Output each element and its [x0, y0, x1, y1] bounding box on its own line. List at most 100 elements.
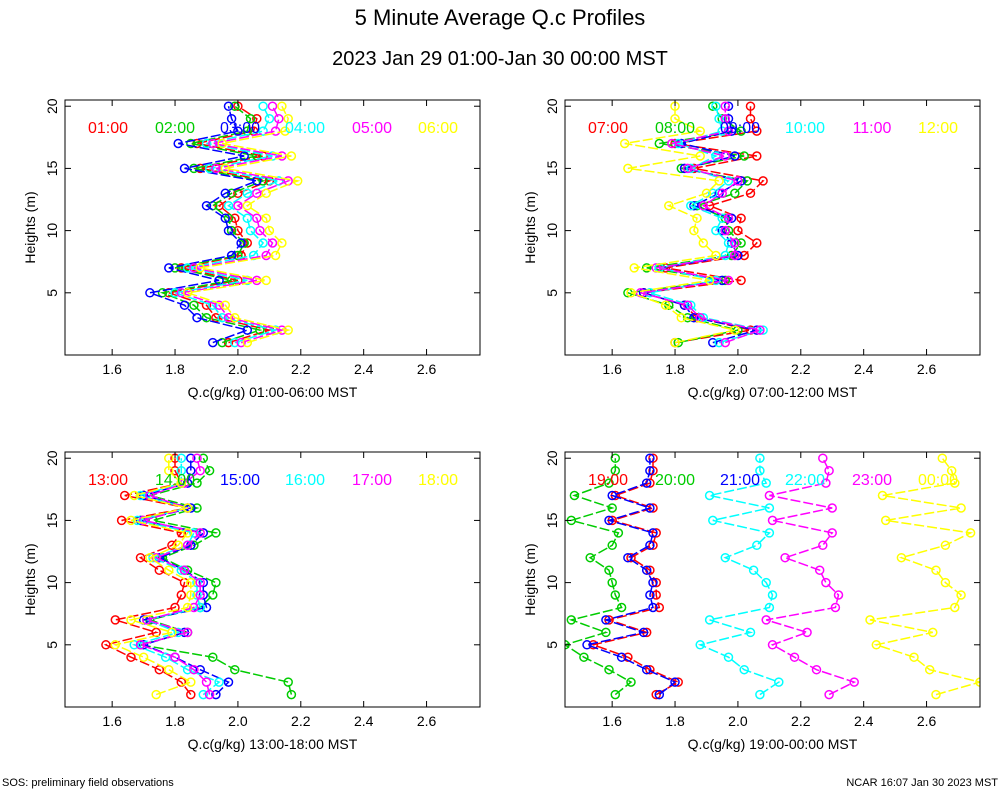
data-point — [176, 453, 187, 463]
data-point — [170, 288, 180, 298]
data-point — [654, 689, 665, 700]
data-point — [752, 238, 762, 248]
data-point — [195, 263, 205, 273]
x-tick-label: 2.6 — [917, 361, 937, 377]
chart-subtitle: 2023 Jan 29 01:00-Jan 30 00:00 MST — [332, 48, 668, 70]
data-point — [186, 453, 196, 463]
data-point — [767, 640, 778, 650]
data-point — [689, 225, 699, 236]
x-tick-label: 1.8 — [665, 713, 685, 729]
series-23:00 — [761, 453, 859, 700]
data-point — [752, 540, 762, 551]
data-point — [236, 238, 246, 248]
series-01:00 — [164, 101, 275, 348]
data-point — [641, 478, 652, 488]
data-point — [252, 113, 262, 124]
data-point — [192, 478, 202, 488]
data-point — [651, 590, 661, 600]
data-point — [267, 238, 278, 248]
legend-entry: 13:00 — [88, 472, 128, 489]
data-point — [664, 200, 674, 211]
data-point — [613, 528, 624, 538]
legend-entry: 01:00 — [88, 120, 128, 137]
data-point — [164, 664, 174, 675]
data-point — [242, 188, 253, 199]
data-point — [239, 151, 249, 161]
data-point — [214, 300, 224, 310]
series-04:00 — [170, 101, 284, 348]
data-point — [717, 113, 727, 124]
data-point — [626, 288, 636, 298]
series-line — [869, 457, 980, 696]
series-13:00 — [101, 453, 196, 700]
data-point — [192, 312, 202, 323]
data-point — [711, 151, 721, 161]
series-line — [112, 458, 193, 696]
data-point — [645, 664, 655, 675]
data-point — [730, 188, 740, 199]
x-tick-label: 2.2 — [791, 713, 811, 729]
x-tick-label: 2.0 — [228, 713, 248, 729]
data-point — [604, 515, 614, 526]
data-point — [233, 200, 243, 211]
data-point — [830, 602, 841, 613]
data-point — [258, 101, 268, 111]
x-tick-label: 2.4 — [854, 361, 874, 377]
data-point — [704, 615, 715, 625]
data-point — [742, 176, 753, 186]
data-point — [645, 540, 655, 551]
x-tick-label: 1.6 — [602, 713, 622, 729]
data-point — [201, 602, 212, 613]
data-point — [192, 503, 202, 513]
data-point — [135, 552, 146, 563]
data-point — [720, 225, 731, 236]
data-point — [720, 101, 731, 111]
x-axis-label: Q.c(g/kg) 19:00-00:00 MST — [688, 736, 858, 752]
data-point — [607, 503, 617, 513]
data-point — [723, 238, 734, 248]
data-point — [230, 664, 240, 675]
data-point — [711, 275, 721, 286]
data-point — [145, 552, 155, 563]
data-point — [182, 528, 193, 538]
data-point — [233, 126, 243, 136]
data-point — [752, 126, 762, 136]
data-point — [641, 263, 652, 273]
data-point — [821, 478, 831, 488]
footer-timestamp: NCAR 16:07 Jan 30 2023 MST — [846, 777, 998, 789]
data-point — [186, 465, 196, 476]
data-point — [682, 163, 693, 174]
series-line — [181, 105, 291, 344]
data-point — [164, 453, 174, 463]
data-point — [252, 275, 262, 286]
footer-note: SOS: preliminary field observations — [2, 777, 174, 789]
chart-panel-2: 1.6 1.8 2.0 2.2 2.4 2.6 5 10 15 20 Q.c(g/kg) 07:00… — [522, 98, 981, 400]
data-point — [245, 225, 256, 236]
series-11:00 — [635, 101, 765, 348]
data-point — [579, 652, 589, 662]
data-point — [280, 126, 290, 136]
data-point — [940, 540, 951, 551]
y-axis-label: Heights (m) — [522, 543, 538, 615]
data-point — [767, 590, 778, 600]
data-point — [204, 163, 215, 174]
series-09:00 — [638, 101, 762, 348]
data-point — [686, 163, 696, 174]
legend-entry: 23:00 — [852, 472, 892, 489]
x-tick-label: 1.8 — [165, 361, 185, 377]
y-tick-label: 15 — [544, 512, 560, 528]
data-point — [698, 238, 709, 248]
data-point — [645, 465, 655, 476]
data-point — [761, 615, 771, 625]
data-point — [585, 552, 595, 563]
series-line — [137, 458, 211, 695]
data-point — [192, 453, 202, 463]
series-20:00 — [565, 453, 636, 700]
data-point — [138, 652, 149, 662]
data-point — [217, 138, 227, 149]
x-tick-label: 1.6 — [102, 713, 122, 729]
data-point — [739, 664, 749, 675]
series-line — [174, 105, 282, 344]
data-point — [261, 250, 271, 261]
data-point — [748, 565, 759, 575]
